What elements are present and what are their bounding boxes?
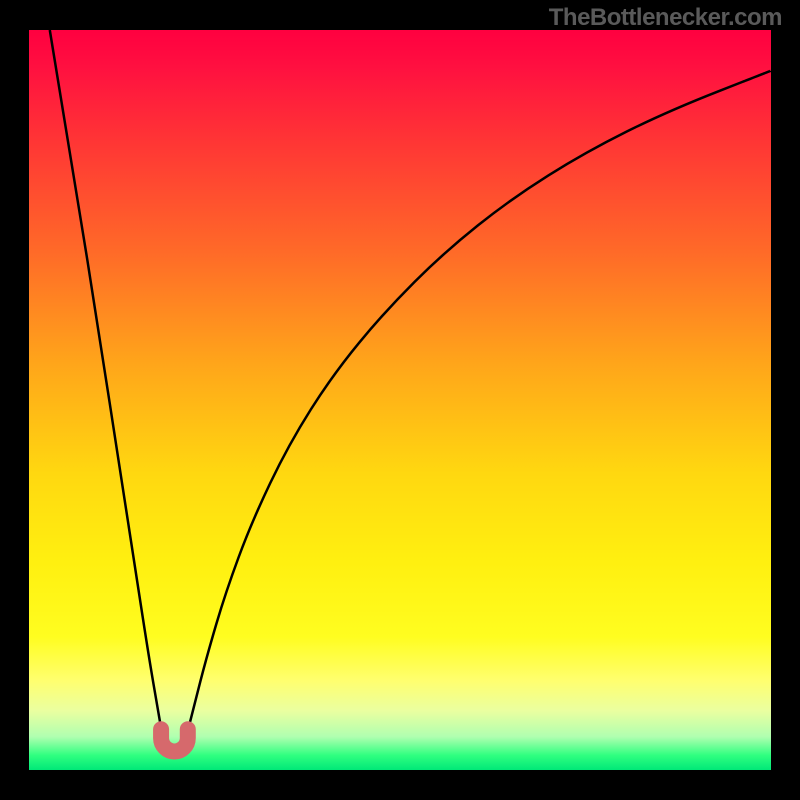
watermark-text: TheBottlenecker.com: [549, 4, 782, 32]
right-branch-curve: [186, 71, 771, 737]
chart-canvas: TheBottlenecker.com: [0, 0, 800, 800]
left-branch-curve: [50, 30, 163, 737]
minimum-marker: [161, 729, 188, 751]
bottleneck-curve: [0, 0, 800, 800]
